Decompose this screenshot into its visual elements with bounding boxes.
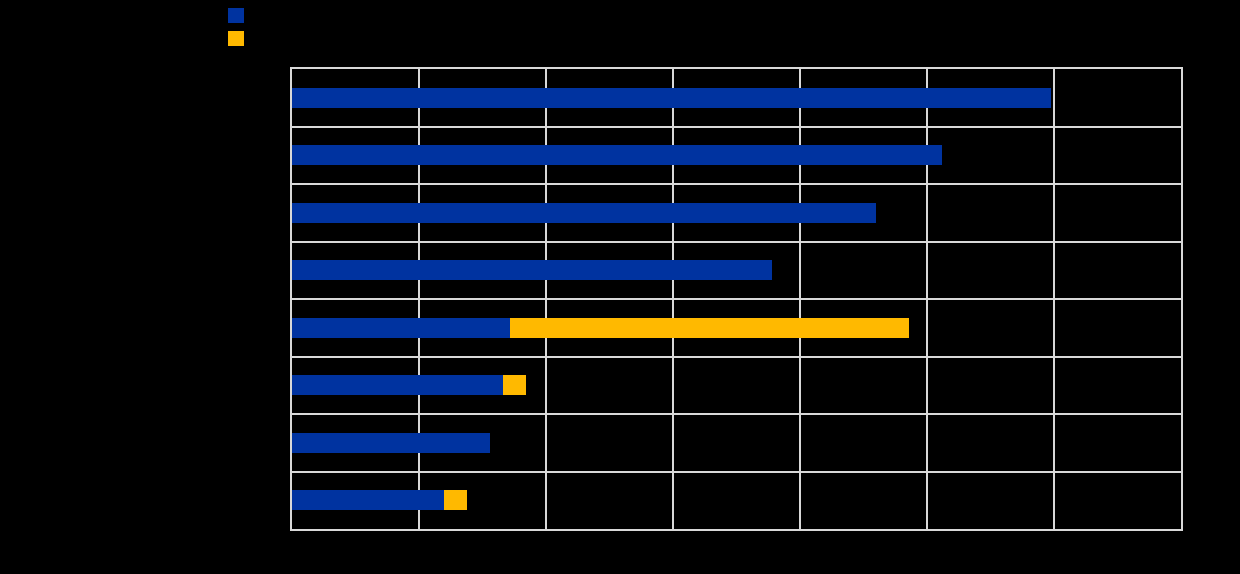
horizontal-gridline — [292, 241, 1181, 243]
chart-canvas — [0, 0, 1240, 574]
bar-row-7-blue — [292, 433, 490, 453]
plot-grid — [292, 69, 1181, 529]
horizontal-gridline — [292, 356, 1181, 358]
legend-swatch-blue — [228, 8, 244, 23]
bar-row-2-blue — [292, 145, 942, 165]
bar-row-8-yellow — [444, 490, 467, 510]
horizontal-gridline — [292, 298, 1181, 300]
bar-row-4-blue — [292, 260, 772, 280]
bar-row-6-blue — [292, 375, 503, 395]
plot-area — [290, 67, 1183, 531]
legend-swatch-yellow — [228, 31, 244, 46]
legend-item-blue — [228, 8, 252, 23]
bar-row-6-yellow — [503, 375, 526, 395]
horizontal-gridline — [292, 471, 1181, 473]
legend-item-yellow — [228, 31, 252, 46]
horizontal-gridline — [292, 413, 1181, 415]
bar-row-8-blue — [292, 490, 444, 510]
horizontal-gridline — [292, 126, 1181, 128]
bar-row-1-blue — [292, 88, 1051, 108]
bar-row-5-yellow — [510, 318, 909, 338]
horizontal-gridline — [292, 183, 1181, 185]
bar-row-5-blue — [292, 318, 510, 338]
bar-row-3-blue — [292, 203, 876, 223]
